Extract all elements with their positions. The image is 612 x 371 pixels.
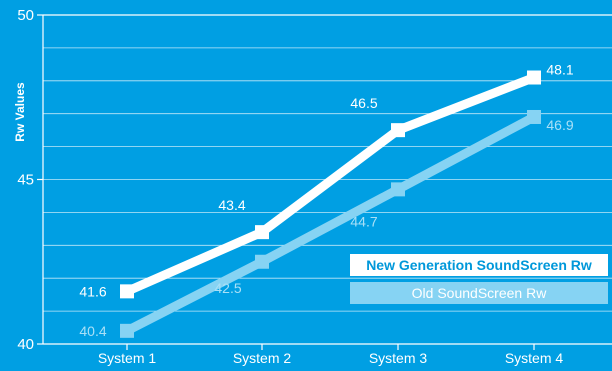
y-axis-ticks: 40 45 50 bbox=[17, 7, 43, 353]
y-axis-label: Rw Values bbox=[13, 82, 27, 142]
x-category-label: System 3 bbox=[369, 350, 428, 366]
series-markers bbox=[120, 70, 541, 338]
series-line-0 bbox=[125, 73, 536, 296]
x-category-label: System 4 bbox=[505, 350, 564, 366]
data-labels: 40.4 42.5 44.7 46.9 41.6 43.4 46.5 48.1 bbox=[79, 62, 573, 339]
data-label: 48.1 bbox=[546, 62, 573, 78]
series-line-1 bbox=[124, 113, 537, 335]
legend-item-old: Old SoundScreen Rw bbox=[350, 282, 608, 304]
legend-label-new-generation: New Generation SoundScreen Rw bbox=[366, 257, 592, 273]
series-marker bbox=[391, 123, 405, 138]
data-label: 46.9 bbox=[546, 117, 573, 133]
legend-label-old: Old SoundScreen Rw bbox=[411, 285, 547, 301]
data-label: 43.4 bbox=[218, 197, 245, 213]
data-label: 41.6 bbox=[79, 283, 106, 299]
data-label: 44.7 bbox=[350, 213, 377, 229]
data-label: 40.4 bbox=[79, 323, 106, 339]
y-tick-label: 50 bbox=[17, 7, 34, 24]
y-tick-label: 45 bbox=[17, 172, 34, 189]
x-axis-categories: System 1 System 2 System 3 System 4 bbox=[98, 344, 564, 366]
legend-item-new-generation: New Generation SoundScreen Rw bbox=[350, 254, 608, 276]
y-tick-label: 40 bbox=[17, 336, 34, 353]
series-marker bbox=[255, 225, 269, 240]
series-marker bbox=[527, 109, 541, 124]
series-marker bbox=[120, 323, 134, 338]
data-label: 46.5 bbox=[350, 95, 377, 111]
series-marker bbox=[391, 182, 405, 197]
series-marker bbox=[120, 284, 134, 299]
series-lines bbox=[124, 73, 537, 335]
data-label: 42.5 bbox=[214, 280, 241, 296]
series-marker bbox=[527, 70, 541, 85]
x-category-label: System 1 bbox=[98, 350, 157, 366]
series-marker bbox=[255, 254, 269, 269]
x-category-label: System 2 bbox=[233, 350, 292, 366]
